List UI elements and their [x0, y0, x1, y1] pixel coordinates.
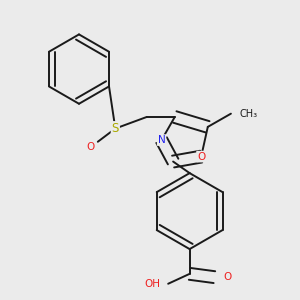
- Text: O: O: [86, 142, 95, 152]
- Text: O: O: [197, 152, 205, 162]
- Text: N: N: [158, 135, 165, 145]
- Text: S: S: [112, 122, 119, 135]
- Text: OH: OH: [144, 279, 160, 289]
- Text: CH₃: CH₃: [239, 109, 257, 119]
- Text: O: O: [224, 272, 232, 282]
